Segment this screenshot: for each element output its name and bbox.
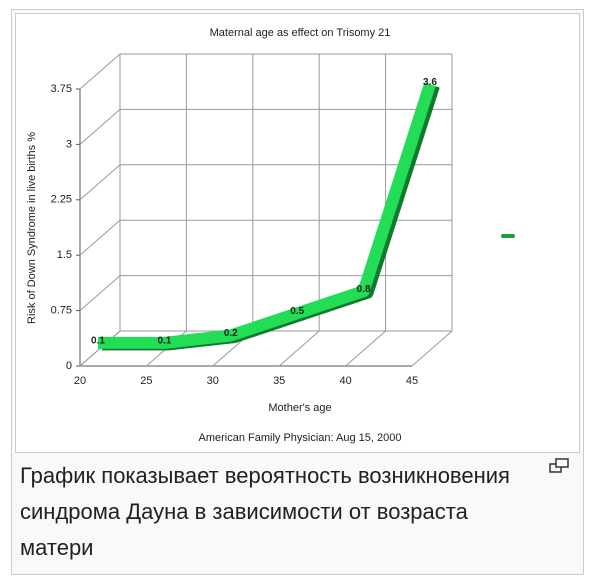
grid-line [345, 330, 386, 367]
x-tick-label: 20 [74, 375, 86, 387]
chart-image: Maternal age as effect on Trisomy 21 Mot… [15, 13, 580, 453]
chart: Maternal age as effect on Trisomy 21 Mot… [26, 27, 515, 444]
caption: График показывает вероятность возникнове… [20, 463, 510, 560]
grid-line [79, 219, 121, 256]
y-tick-label: 3.75 [51, 83, 72, 95]
x-tick-label: 25 [140, 375, 152, 387]
y-tick-label: 1.5 [57, 249, 72, 261]
data-label: 3.6 [423, 77, 437, 88]
x-tick-label: 30 [207, 375, 219, 387]
data-label: 0.1 [91, 336, 105, 347]
grid-line [79, 164, 121, 201]
grid-line [79, 53, 121, 90]
x-tick-label: 35 [273, 375, 285, 387]
y-axis-label: Risk of Down Syndrome in live births % [26, 132, 38, 324]
data-label: 0.8 [357, 284, 371, 295]
grid-line [278, 330, 320, 367]
grid-line [79, 275, 121, 311]
x-tick-label: 45 [406, 375, 418, 387]
y-tick-label: 0 [66, 360, 72, 372]
data-label: 0.1 [157, 336, 171, 347]
y-tick-label: 3 [66, 138, 72, 150]
grid-line [79, 109, 121, 145]
enlarge-icon[interactable] [548, 457, 572, 477]
data-label: 0.5 [290, 306, 304, 317]
source-note: American Family Physician: Aug 15, 2000 [199, 432, 402, 444]
line-series [98, 82, 436, 349]
data-label: 0.2 [224, 328, 238, 339]
x-axis-label: Mother's age [268, 402, 331, 414]
chart-title: Maternal age as effect on Trisomy 21 [210, 27, 391, 39]
thumbnail: Maternal age as effect on Trisomy 21 Mot… [11, 9, 584, 575]
grid-line [411, 330, 453, 367]
x-tick-label: 40 [339, 375, 351, 387]
y-tick-label: 0.75 [51, 305, 72, 317]
y-tick-label: 2.25 [51, 194, 72, 206]
plot-area: 0 0.75 1.5 2.25 3 3.75 20 25 30 35 40 45 0.1 0.1 0.2 0.… [51, 53, 453, 387]
legend-swatch [501, 234, 515, 238]
